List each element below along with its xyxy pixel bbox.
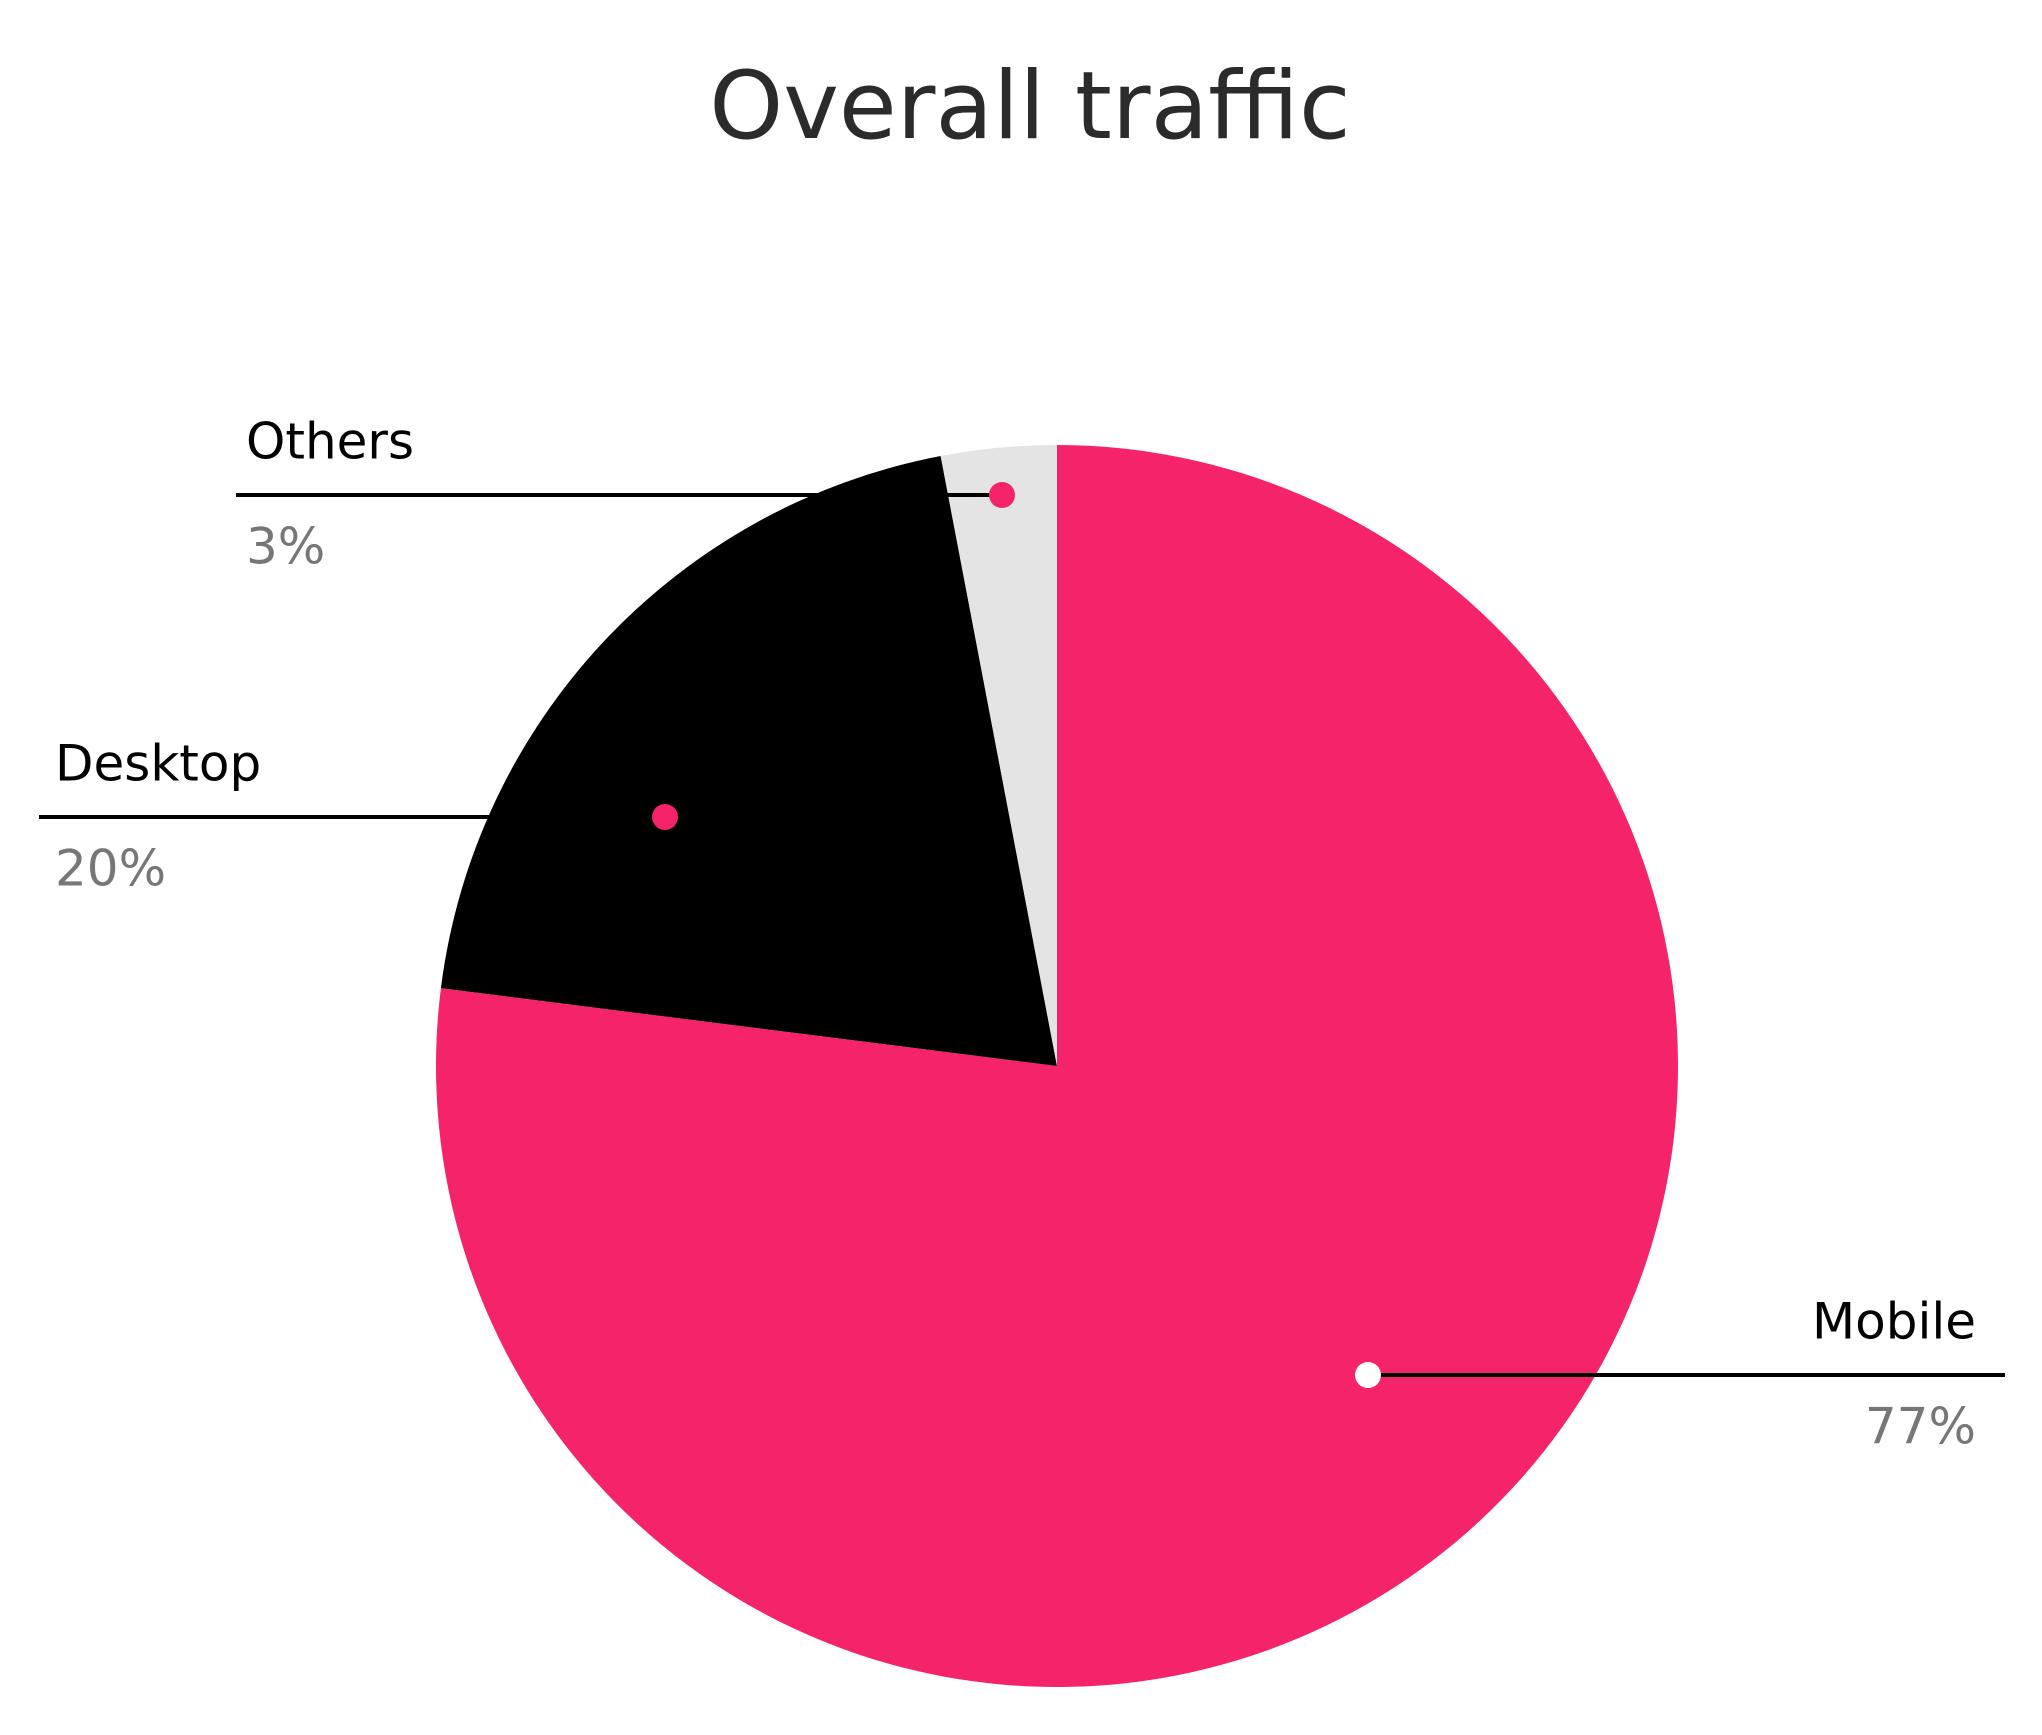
slice-label: Mobile bbox=[1812, 1293, 1976, 1351]
chart-title: Overall traffic bbox=[709, 52, 1350, 161]
slice-value-label: 20% bbox=[55, 840, 166, 898]
slice-value-label: 77% bbox=[1865, 1398, 1976, 1456]
slice-label: Others bbox=[246, 413, 414, 471]
slice-value-label: 3% bbox=[246, 518, 325, 576]
leader-dot bbox=[1355, 1362, 1381, 1388]
pie-slice bbox=[940, 445, 1057, 1066]
slice-label: Desktop bbox=[55, 735, 261, 793]
pie-slice bbox=[440, 455, 1058, 1066]
leader-dot bbox=[989, 482, 1015, 508]
leader-dot bbox=[652, 804, 678, 830]
